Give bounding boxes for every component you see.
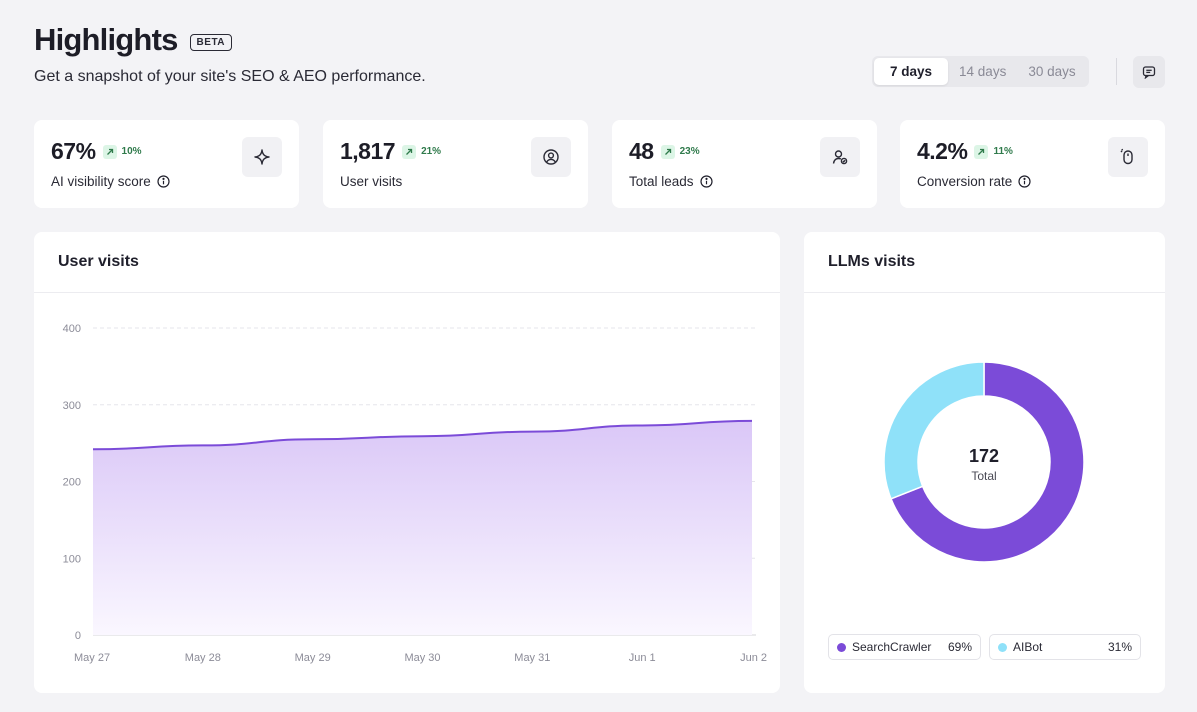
stat-card-conversion-rate: 4.2% 11% Conversion rate xyxy=(900,120,1165,208)
x-tick-label: May 29 xyxy=(295,652,331,664)
stat-value: 48 xyxy=(629,138,654,164)
stat-value: 4.2% xyxy=(917,138,968,164)
trend-percent: 11% xyxy=(993,146,1013,157)
data-point[interactable] xyxy=(311,437,315,441)
data-point[interactable] xyxy=(640,423,644,427)
trend-percent: 23% xyxy=(679,146,700,157)
stat-value: 1,817 xyxy=(340,138,396,164)
mouse-icon xyxy=(1120,148,1133,165)
beta-badge: BETA xyxy=(189,33,233,51)
trend-up-icon xyxy=(402,144,417,159)
stat-card-user-visits: 1,817 21% User visits xyxy=(323,120,588,208)
data-point[interactable] xyxy=(201,443,205,447)
toolbar-divider xyxy=(1116,58,1117,85)
donut-slice-aibot[interactable] xyxy=(883,361,985,500)
y-tick-label: 400 xyxy=(63,323,81,335)
y-tick-label: 0 xyxy=(75,630,81,642)
stat-label: Conversion rate xyxy=(917,174,1013,189)
stat-icon-box xyxy=(820,137,860,177)
range-7-days-button[interactable]: 7 days xyxy=(874,58,949,85)
y-tick-label: 100 xyxy=(63,553,81,565)
y-tick-label: 300 xyxy=(63,400,81,412)
stat-label: AI visibility score xyxy=(51,174,151,189)
legend-dot xyxy=(998,642,1007,652)
x-tick-label: May 27 xyxy=(74,652,110,664)
user-visits-chart: 0 100 200 300 400 May 27 May 28 May 29 May 30 May… xyxy=(63,323,767,664)
sparkle-icon xyxy=(254,149,270,165)
stat-card-ai-visibility: 67% 10% AI visibility score xyxy=(34,120,299,208)
legend-percent: 69% xyxy=(947,640,972,654)
legend-item-searchcrawler: SearchCrawler 69% xyxy=(828,634,981,660)
trend-up-icon xyxy=(974,144,989,159)
date-range-toggle: 7 days 14 days 30 days xyxy=(872,56,1089,87)
info-icon[interactable] xyxy=(699,175,713,188)
stat-label: Total leads xyxy=(629,174,694,189)
series-line xyxy=(92,419,753,451)
user-check-icon xyxy=(832,150,848,165)
range-14-days-button[interactable]: 14 days xyxy=(959,64,1007,79)
info-icon[interactable] xyxy=(1018,175,1031,188)
feedback-button[interactable] xyxy=(1133,56,1165,88)
trend-up-icon xyxy=(102,144,117,159)
page-subtitle: Get a snapshot of your site's SEO & AEO … xyxy=(34,68,426,85)
area-fill xyxy=(93,420,752,635)
stat-label: User visits xyxy=(340,174,403,189)
user-circle-icon xyxy=(543,149,559,165)
panel-title: LLMs visits xyxy=(804,232,1165,293)
x-tick-label: Jun 1 xyxy=(629,652,656,664)
info-icon[interactable] xyxy=(157,175,170,188)
legend-label: SearchCrawler xyxy=(852,640,932,654)
x-tick-label: May 28 xyxy=(185,652,221,664)
x-tick-label: May 31 xyxy=(514,652,550,664)
trend-up-icon xyxy=(660,144,675,159)
page-title: Highlights xyxy=(34,22,178,57)
page-header: Highlights BETA Get a snapshot of your s… xyxy=(34,22,426,86)
panel-title: User visits xyxy=(34,232,780,293)
llm-visits-donut-chart: 172 Total xyxy=(883,361,1085,563)
chat-icon xyxy=(1142,66,1156,79)
stat-icon-box xyxy=(531,137,571,177)
range-30-days-button[interactable]: 30 days xyxy=(1028,64,1076,79)
data-point[interactable] xyxy=(91,447,95,451)
donut-slice-searchcrawler[interactable] xyxy=(890,361,1085,563)
legend-label: AIBot xyxy=(1013,640,1043,654)
legend-percent: 31% xyxy=(1107,640,1132,654)
data-point[interactable] xyxy=(750,419,754,423)
donut-total-value: 172 xyxy=(969,446,999,466)
stat-icon-box xyxy=(242,137,282,177)
stat-card-total-leads: 48 23% Total leads xyxy=(612,120,877,208)
x-tick-label: Jun 2 xyxy=(740,652,767,664)
donut-total-label: Total xyxy=(971,469,996,483)
user-visits-panel: User visits 0 100 200 300 400 May 27 May 28 May… xyxy=(34,232,780,693)
trend-percent: 21% xyxy=(421,146,442,157)
trend-percent: 10% xyxy=(121,146,142,157)
stat-icon-box xyxy=(1108,137,1148,177)
stat-value: 67% xyxy=(51,138,96,164)
data-point[interactable] xyxy=(530,430,534,434)
x-tick-label: May 30 xyxy=(404,652,440,664)
data-point[interactable] xyxy=(421,434,425,438)
y-tick-label: 200 xyxy=(63,477,81,489)
legend-item-aibot: AIBot 31% xyxy=(989,634,1141,660)
llm-visits-panel: LLMs visits 172 Total xyxy=(804,232,1165,693)
legend-dot xyxy=(837,642,846,652)
